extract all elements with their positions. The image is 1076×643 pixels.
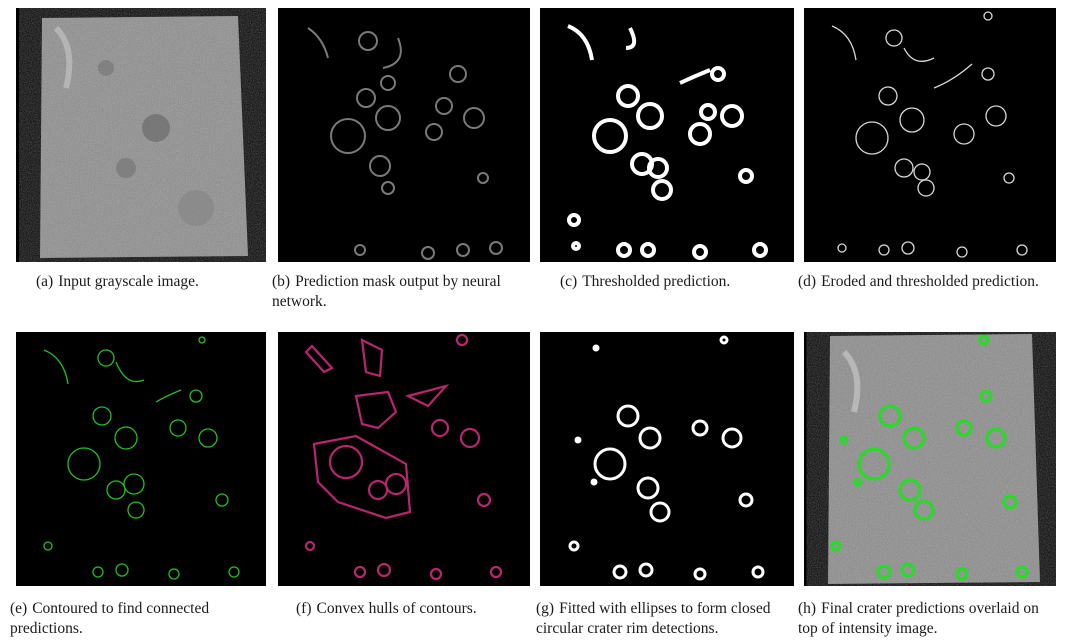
caption-g: (g) Fitted with ellipses to form closed c… [536, 600, 771, 637]
convex-hulls-image [304, 333, 503, 581]
thresholded-image [567, 24, 768, 260]
caption-h: (h) Final crater predictions overlaid on … [798, 600, 1039, 637]
overlay-image [804, 332, 1056, 586]
caption-d: (d) Eroded and thresholded prediction. [798, 273, 1039, 290]
panel-d-eroded [804, 8, 1056, 262]
eroded-image [831, 11, 1028, 258]
prediction-mask-image [307, 27, 503, 260]
caption-c: (c) Thresholded prediction. [560, 273, 731, 290]
panel-g-fitted-ellipses [540, 332, 794, 586]
panel-f-convex-hulls [278, 332, 530, 586]
panel-b-prediction-mask [278, 8, 530, 262]
panel-e-contoured [16, 332, 266, 586]
caption-b: (b) Prediction mask output by neural netw… [272, 273, 501, 310]
caption-a: (a) Input grayscale image. [36, 273, 199, 290]
caption-f: (f) Convex hulls of contours. [296, 600, 477, 617]
lunar-surface-image [16, 8, 266, 262]
panel-h-overlay [804, 332, 1056, 586]
fitted-ellipses-image [568, 335, 765, 581]
caption-e: (e) Contoured to find connected predictio… [10, 600, 210, 637]
contoured-image [43, 336, 240, 580]
panel-c-thresholded [540, 8, 794, 262]
panel-a-input-image [16, 8, 266, 262]
